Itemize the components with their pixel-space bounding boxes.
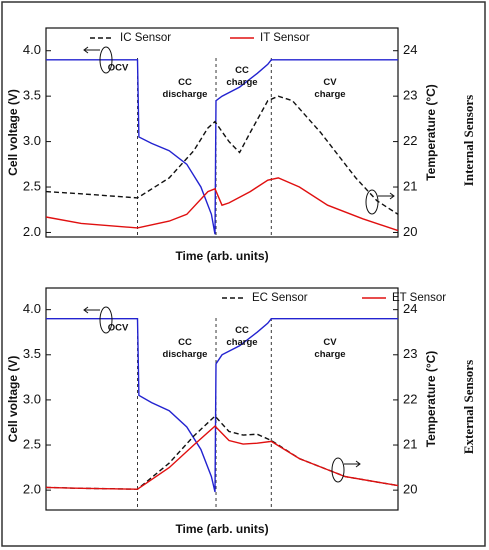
y2-tick-label: 20 (403, 224, 417, 239)
phase-label: CV charge (314, 77, 345, 100)
axis-indicator (99, 306, 113, 334)
y-tick-label: 4.0 (23, 301, 41, 316)
plot-area (45, 27, 399, 238)
phase-label: CC charge (226, 325, 257, 348)
y-tick-label: 3.0 (23, 391, 41, 406)
phase-label-line: charge (226, 77, 257, 88)
axis-indicator (365, 189, 379, 215)
y-tick-label: 2.0 (23, 482, 41, 497)
axis-indicator (331, 457, 345, 483)
y-tick-label: 2.5 (23, 178, 41, 193)
series-line (46, 318, 398, 493)
phase-label-line: CC (178, 77, 192, 88)
phase-label-line: CV (323, 77, 337, 88)
x-axis-title: Time (arb. units) (175, 249, 268, 263)
y-tick-label: 2.0 (23, 224, 41, 239)
y2-tick-label: 23 (403, 346, 417, 361)
series-line (45, 425, 399, 490)
x-axis-title: Time (arb. units) (175, 522, 268, 536)
phase-label-line: charge (226, 337, 257, 348)
side-label: Internal Sensors (461, 95, 476, 186)
phase-label-line: CC (235, 65, 249, 76)
series-line (45, 95, 399, 215)
y-axis-title: Cell voltage (V) (6, 356, 20, 443)
y2-tick-label: 24 (403, 301, 417, 316)
phase-label-line: discharge (163, 349, 208, 360)
phase-label: CC discharge (163, 337, 208, 360)
axis-indicator (99, 46, 113, 74)
legend-label: EC Sensor (252, 292, 308, 304)
axis-arrow (344, 460, 361, 468)
axis-arrow (83, 46, 100, 54)
y2-axis-title: Temperature (°C) (424, 84, 438, 181)
phase-label: CC discharge (163, 77, 208, 100)
y-axis-title: Cell voltage (V) (6, 89, 20, 176)
phase-label-line: discharge (163, 89, 208, 100)
y-tick-label: 3.5 (23, 346, 41, 361)
legend-label: ET Sensor (392, 292, 446, 304)
y2-tick-label: 21 (403, 436, 417, 451)
legend-label: IC Sensor (120, 32, 171, 44)
phase-label-line: CC (178, 337, 192, 348)
phase-label-line: CC (235, 325, 249, 336)
phase-label: OCV (108, 63, 129, 74)
axis-arrow (378, 192, 395, 200)
y-tick-label: 2.5 (23, 436, 41, 451)
legend-label: IT Sensor (260, 32, 310, 44)
y2-tick-label: 22 (403, 391, 417, 406)
y-tick-label: 4.0 (23, 42, 41, 57)
phase-label: CV charge (314, 337, 345, 360)
side-label: External Sensors (461, 360, 476, 454)
y2-axis-title: Temperature (°C) (424, 351, 438, 448)
phase-label: CC charge (226, 65, 257, 88)
y2-tick-label: 20 (403, 482, 417, 497)
phase-label: OCV (108, 323, 129, 334)
phase-label-line: charge (314, 89, 345, 100)
plot-area (45, 287, 399, 511)
y-tick-label: 3.5 (23, 88, 41, 103)
y2-tick-label: 21 (403, 178, 417, 193)
series-line (46, 59, 398, 235)
series-line (45, 177, 399, 232)
phase-label-line: charge (314, 349, 345, 360)
axis-arrow (83, 306, 100, 314)
y2-tick-label: 23 (403, 88, 417, 103)
y2-tick-label: 22 (403, 133, 417, 148)
y2-tick-label: 24 (403, 42, 417, 57)
y-tick-label: 3.0 (23, 133, 41, 148)
phase-label-line: CV (323, 337, 337, 348)
